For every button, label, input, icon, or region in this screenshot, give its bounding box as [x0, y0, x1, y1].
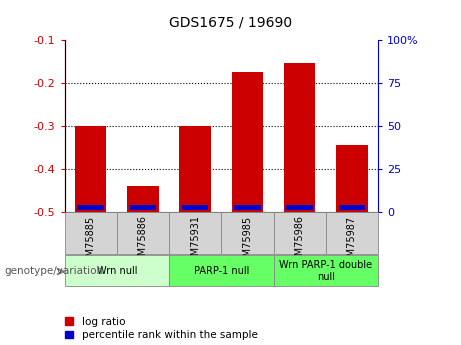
- Bar: [273, 255, 378, 286]
- Bar: [284, 63, 315, 212]
- Bar: [326, 212, 378, 254]
- Bar: [169, 255, 273, 286]
- Text: Wrn PARP-1 double
null: Wrn PARP-1 double null: [279, 260, 372, 282]
- Text: genotype/variation: genotype/variation: [5, 266, 104, 276]
- Bar: [286, 205, 313, 210]
- Bar: [179, 126, 211, 212]
- Bar: [130, 205, 156, 210]
- Bar: [65, 255, 169, 286]
- Text: GSM75886: GSM75886: [138, 216, 148, 268]
- Bar: [234, 205, 261, 210]
- Bar: [117, 212, 169, 254]
- Text: GSM75986: GSM75986: [295, 216, 305, 268]
- Bar: [169, 212, 221, 254]
- Text: GSM75985: GSM75985: [242, 216, 253, 269]
- Text: PARP-1 null: PARP-1 null: [194, 266, 249, 276]
- Bar: [127, 186, 159, 212]
- Text: GSM75885: GSM75885: [86, 216, 96, 269]
- Text: GSM75931: GSM75931: [190, 216, 200, 268]
- Text: GSM75987: GSM75987: [347, 216, 357, 269]
- Bar: [65, 212, 117, 254]
- Bar: [221, 212, 273, 254]
- Bar: [232, 72, 263, 212]
- Text: Wrn null: Wrn null: [96, 266, 137, 276]
- Text: GDS1675 / 19690: GDS1675 / 19690: [169, 16, 292, 30]
- Legend: log ratio, percentile rank within the sample: log ratio, percentile rank within the sa…: [65, 317, 258, 340]
- Bar: [75, 126, 106, 212]
- Bar: [338, 205, 365, 210]
- Bar: [77, 205, 104, 210]
- Bar: [336, 145, 367, 212]
- Bar: [273, 212, 326, 254]
- Bar: [182, 205, 208, 210]
